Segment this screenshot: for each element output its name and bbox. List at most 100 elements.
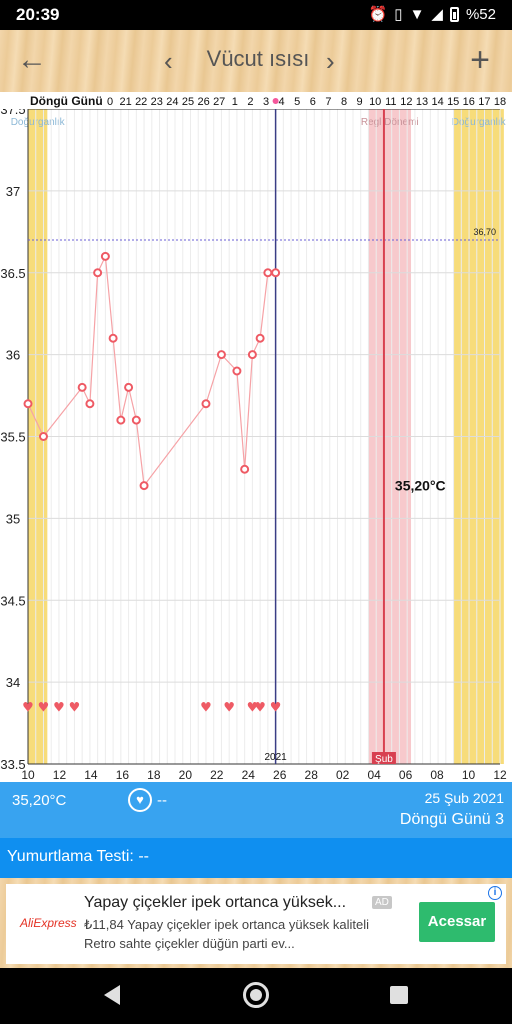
x-tick-label: 28 — [305, 768, 319, 782]
data-point — [108, 333, 118, 343]
selected-point-label: 35,20°C — [395, 478, 446, 494]
data-point — [240, 464, 250, 474]
ad-description-line-1: ₺11,84 Yapay çiçekler ipek ortanca yükse… — [84, 917, 370, 932]
alarm-icon: ⏰ — [368, 6, 388, 23]
today-marker — [272, 98, 279, 104]
vibrate-icon: ▯ — [394, 6, 403, 23]
cycle-header-bg — [0, 92, 512, 109]
cycle-day-label: 24 — [166, 96, 178, 108]
x-tick-label: 22 — [210, 768, 224, 782]
month-label: Şub — [375, 754, 393, 765]
ad-title[interactable]: Yapay çiçekler ipek ortanca yüksek... — [84, 894, 347, 911]
x-tick-label: 20 — [179, 768, 193, 782]
battery-icon — [449, 6, 459, 22]
cycle-day-label: 3 — [263, 96, 269, 108]
phase-band-label: Regl Dönemi — [361, 117, 419, 128]
cycle-day-label: 21 — [119, 96, 131, 108]
data-point — [271, 268, 281, 278]
x-tick-label: 12 — [493, 768, 507, 782]
data-point — [38, 432, 48, 441]
heart-icon: ♥ — [53, 701, 65, 716]
data-point — [23, 399, 33, 409]
cycle-day-label: 11 — [385, 96, 396, 108]
x-tick-label: 14 — [84, 768, 98, 782]
cycle-day-label: 7 — [325, 96, 331, 108]
page-title: Vücut ısısı — [206, 46, 310, 71]
x-tick-label: 04 — [367, 768, 381, 782]
ad-cta-button[interactable]: Acessar — [419, 902, 495, 942]
wifi-icon: ▼ — [409, 5, 425, 23]
month-label-bg — [371, 752, 396, 764]
data-point — [131, 415, 141, 425]
chart-svg[interactable]: Doğurganlık Regl Dönemi Doğurganlık37.5373… — [0, 92, 512, 782]
ad-logo: AliExpress — [20, 916, 77, 930]
cycle-day-label: 17 — [478, 96, 490, 108]
cycle-day-label: 5 — [294, 96, 300, 108]
cycle-day-label: 10 — [369, 96, 381, 108]
navigation-bar — [0, 968, 512, 1024]
status-bar: 20:39 ⏰ ▯ ▼ ◢ %52 — [0, 0, 512, 30]
temperature-chart[interactable]: Doğurganlık Regl Dönemi Doğurganlık 37.5 37 3… — [0, 92, 512, 782]
cycle-header-label: Döngü Günü — [30, 94, 103, 108]
nav-home-icon[interactable] — [243, 982, 269, 1008]
signal-icon: ◢ — [431, 6, 443, 23]
heart-icon[interactable]: ♥ — [128, 788, 152, 812]
prev-chevron-icon[interactable]: ‹ — [164, 46, 173, 76]
cycle-day-label: 18 — [494, 96, 506, 108]
data-point — [255, 333, 265, 343]
ovulation-test-bar[interactable]: Yumurtlama Testi: -- — [0, 838, 512, 878]
data-point — [85, 399, 95, 409]
data-point — [93, 268, 103, 278]
cycle-day-label: 0 — [107, 96, 113, 108]
ad-description-line-2: Retro sahte çiçekler düğün parti ev... — [84, 936, 295, 951]
data-point — [139, 481, 149, 491]
y-tick-label: 33.5 — [0, 757, 25, 772]
battery-percent: %52 — [465, 5, 496, 23]
y-tick-label: 34 — [6, 675, 20, 690]
nav-back-icon[interactable] — [104, 985, 120, 1005]
selected-date: 25 Şub 2021 — [424, 790, 504, 806]
heart-value: -- — [157, 792, 167, 809]
x-tick-label: 06 — [399, 768, 413, 782]
nav-recent-apps-icon[interactable] — [390, 986, 408, 1004]
heart-icon: ♥ — [69, 701, 81, 716]
data-point — [116, 415, 126, 425]
cycle-day-label: 9 — [357, 96, 363, 108]
data-point — [124, 382, 134, 392]
info-bar: 35,20°C ♥ -- 25 Şub 2021 Döngü Günü 3 — [0, 782, 512, 838]
ovulation-test-label: Yumurtlama Testi: -- — [7, 848, 149, 865]
next-chevron-icon[interactable]: › — [326, 46, 335, 76]
x-tick-label: 02 — [336, 768, 350, 782]
y-tick-label: 36 — [6, 348, 20, 363]
selected-cycle-day: Döngü Günü 3 — [399, 811, 504, 828]
ad-card[interactable]: AliExpress Yapay çiçekler ipek ortanca y… — [6, 884, 506, 964]
x-tick-label: 16 — [116, 768, 130, 782]
cycle-day-label: 14 — [431, 96, 443, 108]
y-tick-label: 35 — [6, 511, 20, 526]
y-tick-label: 36.5 — [0, 266, 25, 281]
cover-line-label: 36,70 — [473, 227, 496, 237]
cycle-day-label: 27 — [213, 96, 225, 108]
status-time: 20:39 — [16, 5, 60, 24]
y-tick-label: 35.5 — [0, 430, 25, 445]
phase-band-label: Doğurganlık — [452, 117, 507, 128]
year-label: 2021 — [264, 752, 287, 763]
phase-band-label: Doğurganlık — [11, 117, 66, 128]
back-button[interactable]: ← — [17, 43, 47, 76]
cycle-day-label: 15 — [447, 96, 459, 108]
add-button[interactable]: + — [470, 41, 490, 79]
cycle-day-label: 4 — [279, 96, 285, 108]
ad-info-icon[interactable]: i — [488, 886, 502, 900]
y-tick-label: 34.5 — [0, 593, 25, 608]
data-point — [247, 350, 257, 360]
cycle-day-label: 26 — [197, 96, 209, 108]
cycle-day-label: 16 — [463, 96, 475, 108]
heart-icon: ♥ — [22, 701, 34, 716]
ad-badge: AD — [372, 896, 392, 909]
data-point — [77, 382, 87, 392]
cycle-day-label: 2 — [247, 96, 253, 108]
cycle-day-label: 25 — [182, 96, 194, 108]
cycle-day-label: 22 — [135, 96, 147, 108]
heart-icon: ♥ — [200, 701, 212, 716]
data-point — [216, 350, 226, 360]
